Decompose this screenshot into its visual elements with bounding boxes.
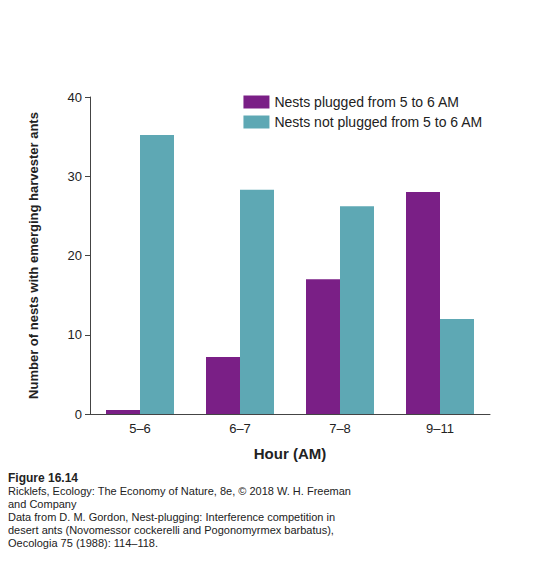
html-text:Figure 16.14: Figure 16.14: [8, 471, 78, 485]
svg-text:6–7: 6–7: [229, 421, 251, 436]
svg-text:40: 40: [68, 90, 82, 105]
html-text:Data from D. M. Gordon, Nest-p: Data from D. M. Gordon, Nest-plugging: I…: [8, 511, 336, 523]
svg-text:7–8: 7–8: [329, 421, 351, 436]
svg-text:Hour (AM): Hour (AM): [254, 445, 326, 462]
svg-text:5–6: 5–6: [129, 421, 151, 436]
svg-text:10: 10: [68, 327, 82, 342]
html-text:and Company: and Company: [8, 498, 77, 510]
svg-text:Nests not plugged from 5 to 6: Nests not plugged from 5 to 6 AM: [274, 114, 482, 130]
svg-text:Nests plugged from 5 to 6 AM: Nests plugged from 5 to 6 AM: [274, 94, 458, 110]
svg-text:Number of nests with emerging: Number of nests with emerging harvester …: [26, 112, 41, 399]
svg-text:20: 20: [68, 248, 82, 263]
html-text:Ricklefs, Ecology: The Economy: Ricklefs, Ecology: The Economy of Nature…: [8, 485, 351, 497]
svg-text:9–11: 9–11: [426, 421, 454, 436]
svg-text:0: 0: [75, 407, 82, 422]
svg-text:30: 30: [68, 169, 82, 184]
html-text:Oecologia 75 (1988): 114–118.: Oecologia 75 (1988): 114–118.: [8, 537, 158, 549]
html-text:desert ants (Novomessor cocker: desert ants (Novomessor cockerelli and P…: [8, 524, 334, 536]
